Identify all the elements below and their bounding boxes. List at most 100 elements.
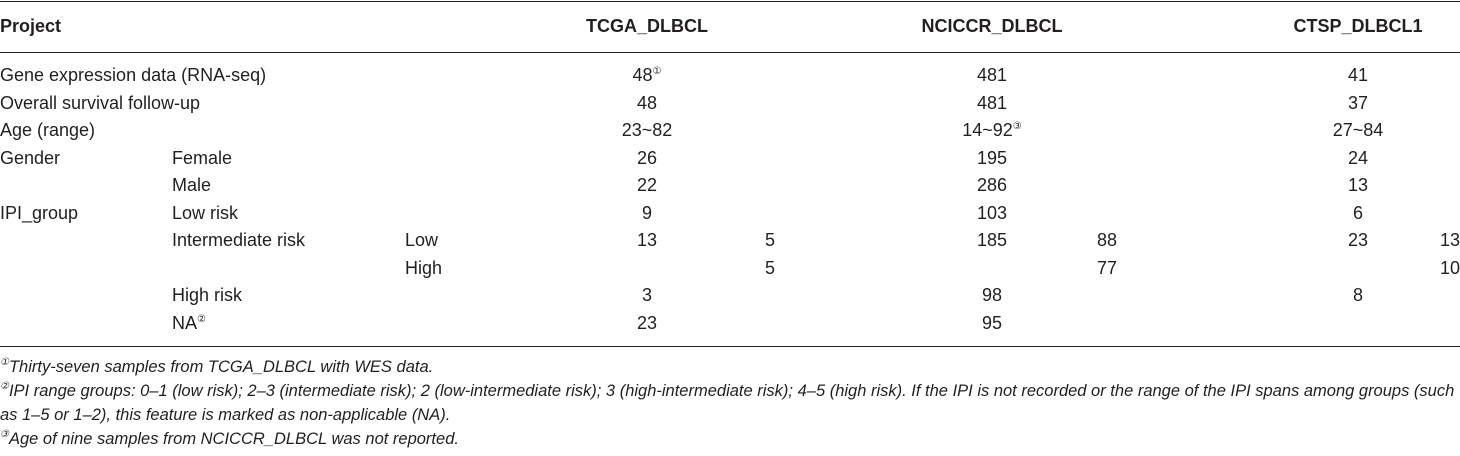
cell-value: 9 [547,200,747,227]
value-text: 22 [636,175,658,195]
row-label-text: Overall survival follow-up [0,92,201,113]
value-text: 24 [1347,147,1369,168]
cell-value: 23 [547,310,747,337]
footnote-marker: ③ [0,429,9,440]
cell-value: 103 [892,200,1092,227]
footnote: ①Thirty-seven samples from TCGA_DLBCL wi… [0,355,1455,379]
value-text: 95 [981,312,1003,333]
value-text: 48 [636,92,658,113]
row-label-text: Gene expression data (RNA-seq) [0,65,267,85]
row-label: Overall survival follow-up [0,90,200,117]
cell-value: 98 [892,282,1092,309]
cell-value: 23 [1258,227,1458,254]
header-cell: NCICCR_DLBCL [921,16,1063,36]
footnote-marker: ② [0,381,9,392]
note-marker: ② [197,313,206,325]
cell-value: 95 [892,310,1092,337]
value-text: 481 [976,92,1008,113]
row-label: Gene expression data (RNA-seq) [0,62,266,89]
split-value: 10 [1439,257,1460,278]
footnotes: ①Thirty-seven samples from TCGA_DLBCL wi… [0,355,1455,451]
row-label-text: Low risk [172,202,239,223]
split-value: 77 [1096,257,1117,278]
value-text: 6 [1352,202,1363,223]
row-label: NA② [172,310,206,337]
header-cell: Project [0,16,62,36]
cell-value: 22 [547,172,747,199]
cell-value: 8 [1258,282,1458,309]
row-label-text: Intermediate risk [172,230,306,250]
cell-value: 185 [892,227,1092,254]
row-label-text: Age (range) [0,120,96,140]
row-label-text: Male [172,175,212,195]
cell-value: 24 [1258,145,1458,172]
cell-value: 23~82 [547,117,747,144]
row-label: High risk [172,282,242,309]
row-label-text: IPI_group [0,202,79,223]
cell-value: 195 [892,145,1092,172]
value-text: 103 [976,202,1008,223]
row-label: Low risk [172,200,238,227]
cell-value: 6 [1258,200,1458,227]
split-value: 13 [1439,230,1460,250]
value-text: 98 [981,285,1003,305]
footnote-text: IPI range groups: 0–1 (low risk); 2–3 (i… [0,382,1455,424]
cell-value: 481 [892,90,1092,117]
footnote-marker: ① [0,357,9,368]
value-text: 23 [636,312,658,333]
row-label-text: Low [405,230,439,250]
value-text: 41 [1347,65,1369,85]
note-marker: ③ [1012,121,1022,132]
value-text: 48 [632,65,653,85]
cell-value: 48① [547,62,747,89]
value-text: 27~84 [1332,120,1384,140]
row-label: Female [172,145,232,172]
cell-value: 37 [1258,90,1458,117]
top-rule [0,1,1460,2]
cell-value: 3 [547,282,747,309]
row-label: Male [172,172,211,199]
value-text: 9 [641,202,652,223]
row-label-text: High [405,257,443,278]
split-value: 88 [1096,230,1117,250]
split-value: 5 [764,257,775,278]
value-text: 13 [636,230,658,250]
header-cell: CTSP_DLBCL1 [1293,16,1423,36]
value-text: 286 [976,175,1008,195]
footnote: ③Age of nine samples from NCICCR_DLBCL w… [0,427,1455,451]
value-text: 8 [1352,285,1363,305]
cell-value: 26 [547,145,747,172]
footnote: ②IPI range groups: 0–1 (low risk); 2–3 (… [0,379,1455,427]
row-label-text: NA [172,312,198,333]
footnote-text: Age of nine samples from NCICCR_DLBCL wa… [8,430,459,448]
row-label: Gender [0,145,60,172]
row-label-text: Female [172,147,233,168]
row-label: IPI_group [0,200,78,227]
value-text: 23 [1347,230,1369,250]
cell-value: 481 [892,62,1092,89]
cell-value: 27~84 [1258,117,1458,144]
row-label: Age (range) [0,117,95,144]
header-rule [0,52,1460,53]
cell-value: 41 [1258,62,1458,89]
cell-value: 48 [547,90,747,117]
row-label: Low [405,227,438,254]
cell-value: 13 [1258,172,1458,199]
value-text: 14~92 [962,120,1013,140]
row-label: Intermediate risk [172,227,305,254]
value-text: 185 [976,230,1008,250]
value-text: 3 [641,285,652,305]
value-text: 23~82 [621,120,673,140]
header-cell: TCGA_DLBCL [586,16,708,36]
note-marker: ① [652,66,662,77]
value-text: 13 [1347,175,1369,195]
row-label: High [405,255,442,282]
value-text: 195 [976,147,1008,168]
row-label-text: High risk [172,285,243,305]
row-label-text: Gender [0,147,61,168]
footnote-text: Thirty-seven samples from TCGA_DLBCL wit… [8,358,434,376]
split-value: 5 [764,230,775,250]
cell-value: 286 [892,172,1092,199]
value-text: 26 [636,147,658,168]
